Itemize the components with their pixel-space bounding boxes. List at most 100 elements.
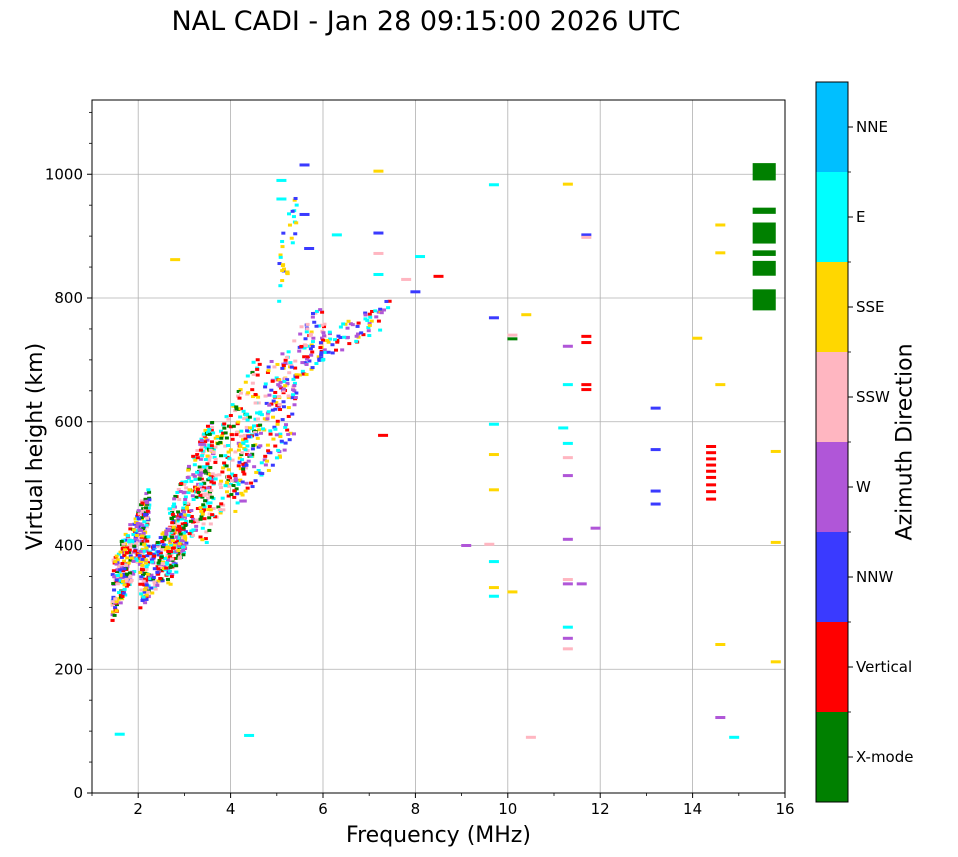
echo-point (237, 460, 242, 464)
echo-point (285, 382, 290, 386)
echo-point (194, 495, 199, 499)
echo-point (135, 536, 140, 540)
echo-point (120, 597, 125, 601)
echo-point (141, 527, 146, 531)
echo-point (325, 339, 330, 343)
echo-point (367, 334, 372, 338)
echo-point (280, 269, 285, 273)
echo-point (169, 535, 174, 539)
echo-point (302, 372, 307, 376)
echo-point (155, 570, 160, 574)
echo-point (191, 473, 196, 477)
echo-point (175, 528, 180, 532)
echo-point (110, 618, 115, 622)
echo-point (279, 386, 284, 390)
echo-point (181, 526, 186, 530)
echo-point (368, 315, 373, 319)
echo-point (213, 477, 218, 481)
echo-point (140, 557, 145, 561)
echo-point (581, 334, 592, 338)
echo-point (205, 454, 210, 458)
echo-point (316, 355, 321, 359)
echo-point (242, 433, 247, 437)
echo-point (706, 497, 717, 501)
echo-point (415, 255, 426, 259)
echo-point (126, 537, 131, 541)
echo-point (311, 336, 316, 340)
echo-point (277, 454, 282, 458)
echo-point (271, 399, 276, 403)
echo-point (180, 522, 185, 526)
echo-point (251, 444, 256, 448)
echo-point (128, 550, 133, 554)
echo-point (286, 414, 291, 418)
echo-point (232, 489, 237, 493)
echo-point (367, 323, 372, 327)
echo-point (156, 561, 161, 565)
echo-point (287, 223, 292, 227)
y-tick-label: 1000 (45, 165, 83, 183)
echo-point (175, 519, 180, 523)
echo-point (206, 486, 211, 490)
echo-point (160, 562, 165, 566)
echo-point (255, 436, 260, 440)
echo-point (210, 472, 215, 476)
echo-point (161, 531, 166, 535)
echo-point (175, 543, 180, 547)
echo-point (210, 420, 215, 424)
echo-point (150, 591, 155, 595)
echo-point (119, 539, 124, 543)
echo-point (188, 519, 193, 523)
echo-point (525, 735, 536, 739)
echo-point (238, 444, 243, 448)
echo-point (222, 461, 227, 465)
echo-point (373, 169, 384, 173)
echo-point (186, 468, 191, 472)
echo-point (218, 429, 223, 433)
echo-point (144, 597, 149, 601)
echo-point (201, 480, 206, 484)
echo-point (138, 606, 143, 610)
chart-title: NAL CADI - Jan 28 09:15:00 2026 UTC (171, 6, 681, 37)
echo-point (244, 481, 249, 485)
echo-point (200, 512, 205, 516)
echo-point (144, 583, 149, 587)
colorbar: X-mode Vertical NNW W SSW SSE E NNE (815, 81, 913, 803)
echo-point (118, 576, 123, 580)
echo-point (318, 341, 323, 345)
echo-point (139, 575, 144, 579)
echo-point (250, 395, 255, 399)
echo-point (233, 478, 238, 482)
echo-point (715, 643, 726, 646)
echo-point (171, 546, 176, 550)
echo-point (278, 255, 283, 259)
echo-point (293, 196, 298, 200)
echo-point (155, 565, 160, 569)
echo-point (241, 462, 246, 466)
echo-point (277, 403, 282, 407)
echo-point (302, 361, 307, 365)
echo-point (205, 462, 210, 466)
echo-point (191, 498, 196, 502)
echo-point (374, 315, 379, 319)
echo-point (156, 550, 161, 554)
echo-point (162, 556, 167, 560)
echo-point (280, 279, 285, 283)
echo-point (200, 526, 205, 530)
echo-point (209, 428, 214, 432)
echo-point (140, 509, 145, 513)
echo-point (209, 495, 214, 499)
echo-point (291, 215, 296, 219)
echo-point (304, 373, 309, 377)
echo-point (171, 525, 176, 529)
echo-point (149, 586, 154, 590)
echo-point (118, 550, 123, 554)
echo-point (114, 580, 119, 584)
echo-point (254, 470, 259, 474)
echo-point (241, 438, 246, 442)
echo-point (139, 539, 144, 543)
echo-point (257, 412, 262, 416)
echo-point (314, 361, 319, 365)
echo-point (285, 378, 290, 382)
echo-point (115, 558, 120, 562)
